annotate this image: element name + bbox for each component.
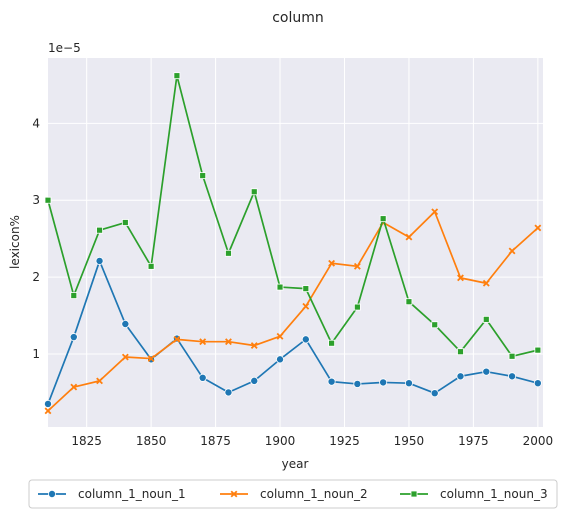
series-column_1_noun_2 — [44, 208, 542, 415]
data-point — [327, 377, 336, 386]
data-point — [508, 372, 517, 381]
data-point — [96, 377, 103, 385]
data-point — [70, 292, 78, 299]
y-axis-label: lexicon% — [8, 215, 22, 269]
data-point — [457, 348, 464, 356]
x-tick-label: 1825 — [71, 434, 102, 448]
legend-item: column_1_noun_1 — [38, 487, 186, 501]
data-point — [353, 379, 362, 388]
data-point — [121, 319, 130, 328]
data-point — [69, 333, 78, 342]
data-point — [404, 379, 413, 388]
x-tick-label: 1850 — [136, 434, 167, 448]
data-point — [225, 338, 232, 346]
series-line — [47, 210, 539, 412]
data-point — [301, 335, 310, 344]
legend-label: column_1_noun_2 — [260, 487, 368, 501]
series-column_1_noun_1 — [44, 256, 542, 408]
data-point — [456, 372, 465, 381]
x-tick-labels: 1825 1850 1875 1900 1925 1950 1975 2000 — [71, 434, 553, 448]
x-tick-label: 1975 — [458, 434, 489, 448]
data-point — [276, 332, 284, 340]
legend-box — [28, 479, 558, 509]
x-tick-label: 1925 — [329, 434, 360, 448]
legend-item: column_1_noun_3 — [400, 487, 548, 501]
data-point — [353, 262, 361, 270]
x-tick-label: 1950 — [394, 434, 425, 448]
data-point — [199, 338, 207, 346]
legend: column_1_noun_1 column_1_noun_2 column_1_n… — [28, 479, 558, 509]
data-point — [302, 302, 310, 310]
y-tick-label: 2 — [32, 270, 40, 284]
data-point — [508, 352, 516, 360]
data-point — [173, 335, 181, 343]
data-point — [173, 72, 181, 80]
data-point — [405, 298, 413, 306]
y-scale-label: 1e−5 — [48, 41, 81, 55]
data-point — [250, 188, 258, 196]
x-tick-label: 1875 — [200, 434, 231, 448]
legend-label: column_1_noun_3 — [440, 487, 548, 501]
data-point — [121, 353, 129, 361]
x-axis-label: year — [282, 457, 309, 471]
data-point — [328, 259, 336, 267]
legend-marker — [48, 489, 57, 498]
data-point — [379, 378, 388, 387]
data-point — [147, 355, 155, 363]
data-point — [95, 256, 104, 265]
data-point — [199, 172, 207, 180]
data-point — [70, 383, 78, 391]
data-point — [379, 215, 387, 223]
data-point — [147, 262, 155, 270]
data-point — [482, 315, 490, 323]
legend-marker — [410, 490, 418, 498]
data-point — [457, 274, 464, 282]
data-point — [225, 249, 232, 257]
data-point — [431, 208, 439, 216]
data-point — [482, 367, 491, 376]
series-line — [47, 260, 539, 405]
data-point — [44, 399, 53, 408]
data-point — [121, 219, 129, 226]
series-line — [47, 74, 539, 358]
data-point — [44, 407, 52, 415]
series-column_1_noun_3 — [44, 72, 542, 360]
y-tick-label: 4 — [32, 116, 40, 130]
x-tick-label: 2000 — [523, 434, 554, 448]
plot-area — [48, 58, 543, 427]
data-point — [534, 224, 542, 232]
data-point — [198, 373, 207, 382]
data-point — [430, 389, 439, 398]
data-point — [44, 196, 52, 204]
x-tick-label: 1900 — [265, 434, 296, 448]
data-point — [302, 285, 310, 293]
data-point — [405, 233, 413, 241]
legend-marker — [230, 490, 238, 498]
data-point — [482, 279, 490, 287]
data-point — [353, 303, 361, 311]
data-point — [96, 226, 103, 234]
data-point — [224, 388, 233, 397]
series-group — [44, 72, 542, 415]
data-point — [431, 321, 439, 329]
y-tick-label: 1 — [32, 347, 40, 361]
data-point — [276, 283, 284, 291]
data-point — [533, 379, 542, 388]
data-point — [508, 247, 516, 255]
legend-item: column_1_noun_2 — [220, 487, 368, 501]
legend-label: column_1_noun_1 — [78, 487, 186, 501]
data-point — [250, 376, 259, 385]
data-point — [328, 339, 335, 347]
data-point — [534, 346, 542, 354]
y-tick-labels: 1 2 3 4 — [32, 116, 40, 361]
y-tick-label: 3 — [32, 193, 40, 207]
data-point — [250, 342, 258, 349]
data-point — [276, 355, 285, 364]
chart-title: column — [272, 10, 324, 26]
